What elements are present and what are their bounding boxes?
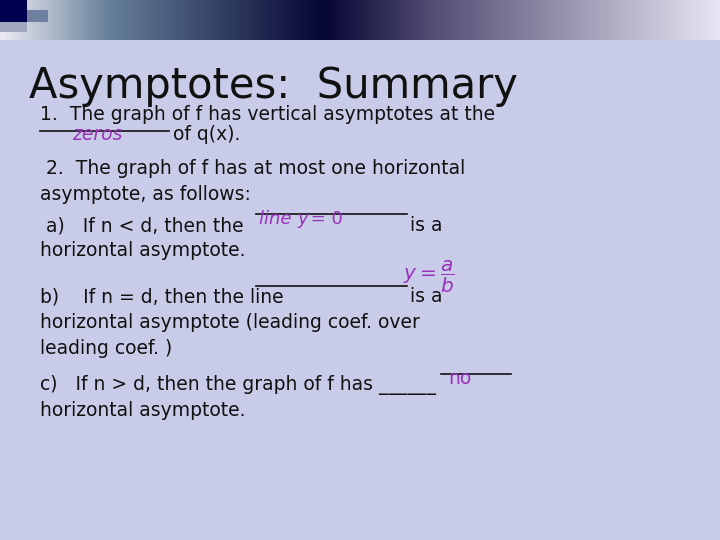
- Bar: [27, 10, 48, 22]
- Text: horizontal asymptote.: horizontal asymptote.: [40, 401, 245, 420]
- Text: 2.  The graph of f has at most one horizontal: 2. The graph of f has at most one horizo…: [40, 159, 465, 178]
- Text: horizontal asymptote.: horizontal asymptote.: [40, 241, 245, 260]
- Text: = 0: = 0: [305, 210, 343, 227]
- Text: asymptote, as follows:: asymptote, as follows:: [40, 185, 251, 204]
- Bar: [0, 0, 27, 22]
- Text: no: no: [449, 369, 472, 388]
- Text: Asymptotes:  Summary: Asymptotes: Summary: [29, 65, 518, 107]
- Text: c)   If n > d, then the graph of f has ______: c) If n > d, then the graph of f has ___…: [40, 375, 436, 395]
- Text: a)   If n < d, then the: a) If n < d, then the: [40, 216, 243, 235]
- Text: line: line: [259, 210, 297, 227]
- Text: is a: is a: [410, 216, 443, 235]
- Text: horizontal asymptote (leading coef. over: horizontal asymptote (leading coef. over: [40, 313, 420, 332]
- Text: $y = \dfrac{a}{b}$: $y = \dfrac{a}{b}$: [403, 259, 455, 295]
- Text: leading coef. ): leading coef. ): [40, 339, 172, 357]
- Text: y: y: [297, 210, 308, 227]
- Bar: [0, 22, 27, 32]
- Text: of q(x).: of q(x).: [173, 125, 240, 144]
- Text: 1.  The graph of f has vertical asymptotes at the: 1. The graph of f has vertical asymptote…: [40, 105, 495, 124]
- Text: zeros: zeros: [72, 125, 122, 144]
- Text: is a: is a: [410, 287, 443, 306]
- Text: b)    If n = d, then the line: b) If n = d, then the line: [40, 287, 283, 306]
